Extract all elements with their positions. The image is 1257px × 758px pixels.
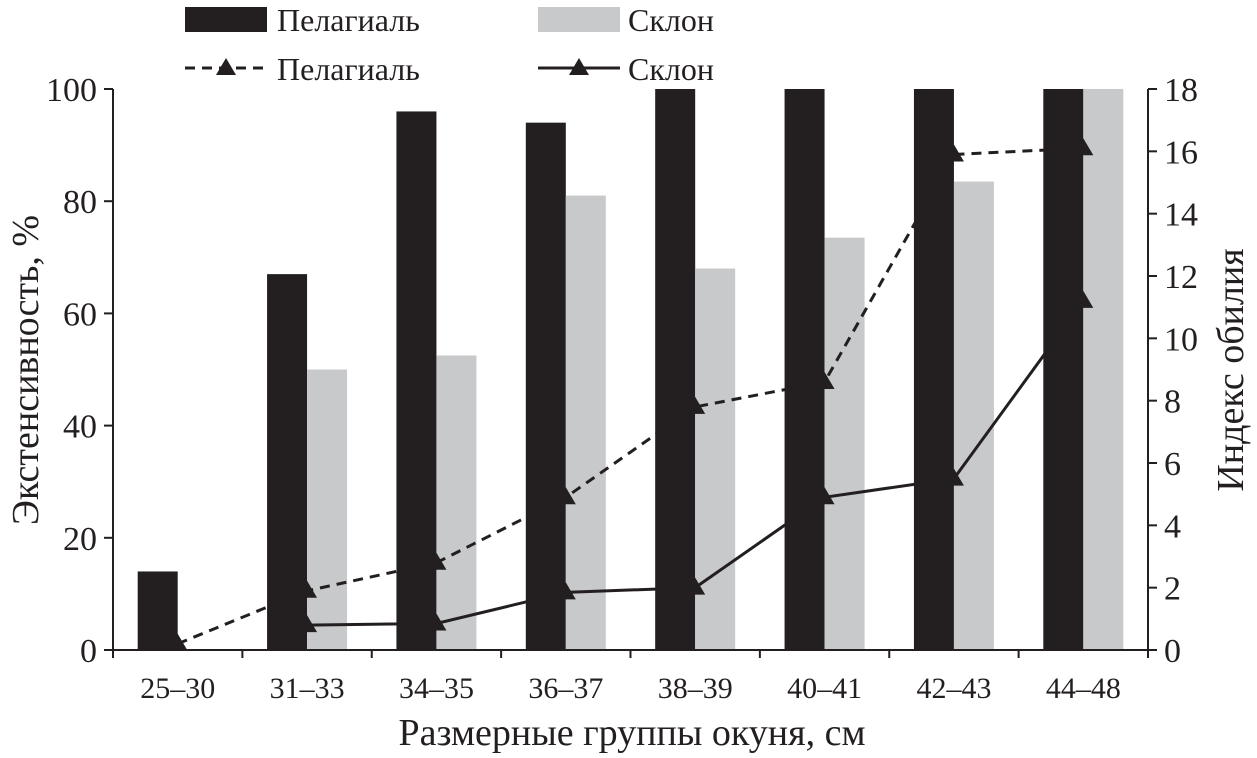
x-tick-label-3: 36–37 — [528, 672, 603, 705]
y2-tick-label-5: 10 — [1164, 321, 1198, 358]
x-tick-label-1: 31–33 — [270, 672, 345, 705]
axis-labels: Размерные группы окуня, см Экстенсивност… — [5, 215, 1252, 754]
bar-1-4 — [695, 268, 736, 650]
x-axis-title: Размерные группы окуня, см — [398, 712, 865, 754]
bars — [137, 89, 1124, 651]
y2-tick-label-4: 8 — [1164, 384, 1181, 421]
y-tick-label-4: 80 — [63, 184, 97, 221]
bar-0-6 — [913, 89, 954, 650]
line-marker-0-3 — [555, 487, 576, 505]
x-tick-label-5: 40–41 — [787, 672, 862, 705]
bar-1-2 — [436, 355, 477, 650]
x-tick-label-0: 25–30 — [140, 672, 215, 705]
legend-marker-pelagial — [216, 58, 236, 75]
legend: Пелагиаль Склон Пелагиаль Склон — [185, 2, 714, 87]
bar-1-7 — [1083, 89, 1124, 650]
y-tick-label-5: 100 — [46, 72, 97, 109]
bar-1-6 — [953, 181, 994, 650]
legend-label-line-pelagial: Пелагиаль — [277, 51, 420, 87]
bar-0-4 — [655, 89, 696, 650]
line-marker-1-1 — [426, 613, 447, 631]
line-marker-1-2 — [555, 582, 576, 600]
legend-marker-slope — [569, 58, 589, 75]
lines — [167, 138, 1094, 651]
x-tick-label-4: 38–39 — [658, 672, 733, 705]
legend-swatch-bar-pelagial — [185, 7, 267, 32]
line-marker-0-7 — [1073, 138, 1094, 156]
line-marker-1-3 — [685, 577, 706, 595]
bar-0-5 — [784, 89, 825, 650]
legend-label-bar-slope: Склон — [628, 2, 714, 38]
line-marker-1-0 — [297, 615, 318, 633]
y-axis-title: Экстенсивность, % — [5, 215, 47, 525]
y2-tick-label-9: 18 — [1164, 72, 1198, 109]
bar-1-3 — [565, 195, 606, 650]
bar-0-0 — [137, 571, 178, 650]
line-marker-0-4 — [685, 396, 706, 414]
y2-tick-label-2: 4 — [1164, 508, 1181, 545]
y2-tick-label-7: 14 — [1164, 197, 1198, 234]
y2-tick-label-3: 6 — [1164, 446, 1181, 483]
legend-label-bar-pelagial: Пелагиаль — [277, 2, 420, 38]
bar-0-3 — [525, 122, 566, 650]
y-tick-label-0: 0 — [80, 633, 97, 670]
x-tick-label-2: 34–35 — [399, 672, 474, 705]
bar-1-5 — [824, 237, 865, 651]
line-marker-0-2 — [426, 552, 447, 570]
y2-tick-label-1: 2 — [1164, 571, 1181, 608]
bar-0-1 — [267, 274, 308, 650]
y-tick-label-2: 40 — [63, 409, 97, 446]
legend-swatch-bar-slope — [538, 7, 620, 32]
y2-axis-title: Индекс обилия — [1210, 248, 1252, 491]
line-marker-0-0 — [167, 633, 188, 651]
line-marker-1-5 — [943, 468, 964, 486]
y-tick-label-3: 60 — [63, 296, 97, 333]
line-series-0 — [177, 146, 1084, 646]
y2-tick-label-8: 16 — [1164, 134, 1198, 171]
y2-tick-label-0: 0 — [1164, 633, 1181, 670]
bar-1-1 — [307, 369, 348, 650]
axes: 0 20 40 60 80 100 0 2 4 6 8 10 12 14 16 18 25–30 31–33 34–… — [46, 72, 1198, 705]
line-marker-1-4 — [814, 487, 835, 505]
x-tick-label-6: 42–43 — [916, 672, 991, 705]
line-marker-0-6 — [943, 144, 964, 162]
line-marker-0-1 — [297, 580, 318, 598]
y2-tick-label-6: 12 — [1164, 259, 1198, 296]
line-marker-1-6 — [1073, 290, 1094, 308]
bar-0-7 — [1043, 89, 1084, 650]
line-marker-0-5 — [814, 371, 835, 389]
bar-0-2 — [396, 111, 437, 650]
legend-label-line-slope: Склон — [628, 51, 714, 87]
x-tick-label-7: 44–48 — [1046, 672, 1121, 705]
y-tick-label-1: 20 — [63, 521, 97, 558]
